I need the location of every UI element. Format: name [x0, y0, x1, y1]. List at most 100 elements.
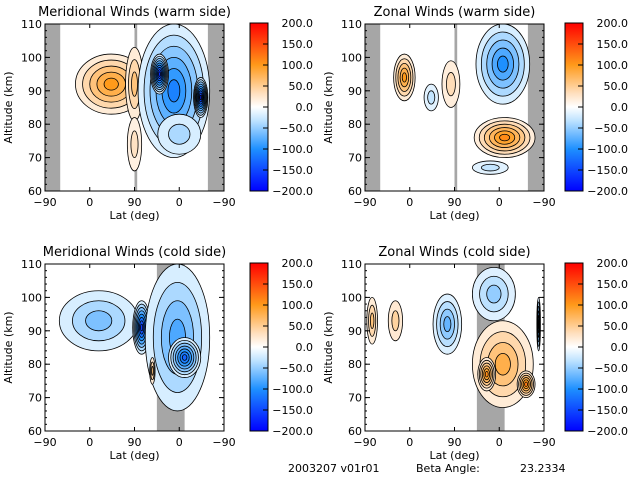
y-tick-label: 110 — [341, 18, 362, 31]
contour-group — [366, 266, 541, 409]
y-tick-label: 70 — [348, 392, 362, 405]
colorbar-tick-label: −50.0 — [279, 122, 313, 135]
contour-group — [393, 24, 536, 175]
contour-level — [131, 71, 138, 97]
chart-panel: Zonal Winds (cold side) 60 70 80 90 100 110 −90… — [322, 245, 628, 462]
x-tick-label: 0 — [86, 196, 93, 209]
footer-beta-label: Beta Angle: — [416, 462, 480, 475]
contour-level — [167, 79, 181, 103]
y-tick-label: 100 — [341, 51, 362, 64]
colorbar-tick-label: −150.0 — [272, 164, 313, 177]
x-tick-label: −90 — [33, 196, 56, 209]
colorbar-tick-label: −100.0 — [587, 143, 628, 156]
contour-level — [524, 381, 528, 387]
colorbar-tick-label: −100.0 — [272, 383, 313, 396]
colorbar-tick-label: −100.0 — [587, 383, 628, 396]
x-tick-label: 90 — [128, 196, 142, 209]
colorbar-tick-label: −150.0 — [272, 404, 313, 417]
colorbar-tick-label: −200.0 — [272, 425, 313, 438]
colorbar-tick-label: 50.0 — [604, 80, 629, 93]
colorbar-tick-label: 0.0 — [611, 341, 629, 354]
y-tick-label: 80 — [28, 358, 42, 371]
chart-title: Meridional Winds (warm side) — [38, 5, 231, 20]
colorbar-tick-label: −200.0 — [272, 185, 313, 198]
contour-level — [369, 312, 375, 329]
x-axis-label: Lat (deg) — [110, 209, 160, 222]
y-tick-label: 110 — [21, 18, 42, 31]
chart-title: Meridional Winds (cold side) — [43, 245, 226, 260]
colorbar-tick-label: 50.0 — [289, 320, 314, 333]
colorbar-tick-label: −200.0 — [587, 185, 628, 198]
contour-level — [499, 133, 511, 142]
contour-level — [140, 323, 144, 332]
x-tick-label: −90 — [212, 436, 235, 449]
colorbar-tick-label: −50.0 — [279, 362, 313, 375]
colorbar-tick-label: −200.0 — [587, 425, 628, 438]
contour-level — [494, 352, 511, 376]
x-tick-label: −90 — [532, 196, 555, 209]
x-tick-label: −90 — [353, 436, 376, 449]
contour-level — [391, 310, 400, 332]
x-tick-label: 90 — [128, 436, 142, 449]
chart-panel: Zonal Winds (warm side) 60 70 80 90 100 110 −90… — [322, 5, 628, 222]
colorbar-tick-label: −50.0 — [594, 122, 628, 135]
contour-level — [158, 71, 161, 77]
colorbar-tick-label: 100.0 — [282, 299, 314, 312]
chart-title: Zonal Winds (cold side) — [378, 245, 530, 260]
y-axis-label: Altitude (km) — [2, 311, 15, 383]
x-axis-label: Lat (deg) — [110, 449, 160, 462]
y-tick-label: 60 — [28, 425, 42, 438]
y-tick-label: 70 — [28, 152, 42, 165]
colorbar-tick-label: −150.0 — [587, 404, 628, 417]
colorbar-tick-label: 200.0 — [597, 257, 629, 270]
no-data-band — [365, 24, 381, 191]
contour-level — [130, 130, 139, 159]
y-axis-label: Altitude (km) — [322, 71, 335, 143]
x-tick-label: 0 — [86, 436, 93, 449]
y-tick-label: 70 — [28, 392, 42, 405]
chart-panel: Meridional Winds (warm side) 60 70 80 90 100 1… — [2, 5, 313, 222]
contour-level — [443, 316, 452, 333]
x-tick-label: 0 — [406, 196, 413, 209]
contour-level — [168, 123, 191, 145]
colorbar-tick-label: 100.0 — [597, 59, 629, 72]
contour-level — [181, 354, 188, 361]
colorbar-tick-label: 150.0 — [597, 38, 629, 51]
x-tick-label: 0 — [406, 436, 413, 449]
colorbar-tick-label: 50.0 — [289, 80, 314, 93]
x-tick-label: −90 — [212, 196, 235, 209]
y-tick-label: 90 — [348, 325, 362, 338]
colorbar-tick-label: −150.0 — [587, 164, 628, 177]
colorbar-tick-label: 0.0 — [611, 101, 629, 114]
contour-group — [75, 24, 211, 172]
x-tick-label: 0 — [496, 436, 503, 449]
colorbar-tick-label: 200.0 — [282, 257, 314, 270]
chart-panel: Meridional Winds (cold side) 60 70 80 90 100 1… — [2, 245, 313, 462]
colorbar-tick-label: 200.0 — [282, 17, 314, 30]
y-tick-label: 100 — [21, 291, 42, 304]
contour-level — [484, 371, 489, 378]
x-axis-label: Lat (deg) — [430, 209, 480, 222]
colorbar-tick-label: 0.0 — [296, 341, 314, 354]
y-tick-label: 100 — [341, 291, 362, 304]
colorbar-tick-label: 200.0 — [597, 17, 629, 30]
contour-level — [151, 366, 154, 376]
contour-level — [480, 163, 500, 172]
y-tick-label: 80 — [28, 118, 42, 131]
y-axis-label: Altitude (km) — [2, 71, 15, 143]
colorbar-tick-label: 50.0 — [604, 320, 629, 333]
no-data-band — [454, 24, 458, 191]
contour-level — [497, 55, 509, 73]
x-tick-label: 90 — [448, 436, 462, 449]
contour-level — [199, 94, 202, 101]
contour-level — [427, 90, 436, 105]
contour-level — [486, 284, 502, 304]
contour-level — [446, 72, 456, 97]
colorbar-tick-label: −100.0 — [272, 143, 313, 156]
no-data-band — [207, 24, 224, 191]
no-data-band — [527, 24, 544, 191]
x-tick-label: 90 — [448, 196, 462, 209]
x-tick-label: 0 — [176, 436, 183, 449]
contour-level — [85, 310, 113, 332]
